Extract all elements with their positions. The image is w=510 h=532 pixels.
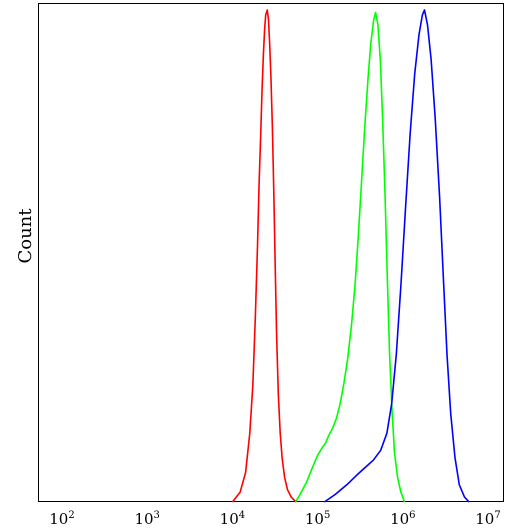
x-tick-base: 10 (305, 510, 324, 528)
x-tick-label: 106 (390, 510, 415, 528)
x-tick-exponent: 5 (324, 510, 330, 521)
x-tick-exponent: 3 (154, 510, 160, 521)
x-tick-label: 105 (305, 510, 330, 528)
x-tick-base: 10 (134, 510, 153, 528)
x-tick-label: 102 (49, 510, 74, 528)
x-tick-label: 107 (475, 510, 500, 528)
x-tick-label: 103 (134, 510, 159, 528)
series-layer (231, 9, 470, 503)
x-tick-base: 10 (475, 510, 494, 528)
x-tick-exponent: 7 (494, 510, 500, 521)
y-axis-label: Count (15, 208, 36, 264)
x-tick-exponent: 2 (68, 510, 74, 521)
x-axis: 102 103 104 105 106 107 (49, 510, 500, 528)
series-line-2 (294, 11, 406, 503)
x-tick-base: 10 (390, 510, 409, 528)
series-line-3 (323, 9, 470, 503)
x-tick-base: 10 (49, 510, 68, 528)
x-tick-base: 10 (220, 510, 239, 528)
series-line-1 (231, 9, 297, 503)
x-tick-exponent: 6 (409, 510, 415, 521)
x-tick-label: 104 (220, 510, 245, 528)
x-tick-exponent: 4 (239, 510, 245, 521)
